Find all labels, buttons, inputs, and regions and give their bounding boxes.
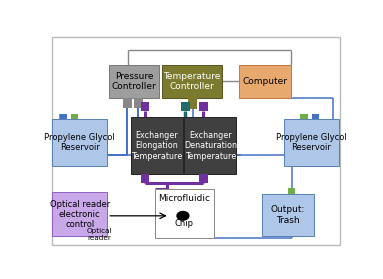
Text: Computer: Computer — [243, 77, 288, 86]
FancyBboxPatch shape — [185, 117, 236, 174]
FancyBboxPatch shape — [141, 174, 149, 183]
Text: Exchanger
Elongation
Temperature: Exchanger Elongation Temperature — [131, 131, 183, 161]
Text: Temperature
Controller: Temperature Controller — [163, 72, 221, 91]
Circle shape — [177, 211, 189, 220]
Text: Pressure
Controller: Pressure Controller — [111, 72, 156, 91]
FancyBboxPatch shape — [162, 65, 221, 98]
FancyBboxPatch shape — [109, 65, 159, 98]
Text: Chip: Chip — [175, 218, 194, 228]
FancyBboxPatch shape — [60, 114, 67, 119]
FancyBboxPatch shape — [52, 119, 107, 166]
FancyBboxPatch shape — [199, 102, 208, 111]
Text: Microfluidic: Microfluidic — [159, 194, 210, 203]
FancyBboxPatch shape — [239, 65, 291, 98]
Text: Propylene Glycol
Reservoir: Propylene Glycol Reservoir — [44, 133, 115, 152]
Text: Exchanger
Denaturation
Temperature: Exchanger Denaturation Temperature — [184, 131, 237, 161]
FancyBboxPatch shape — [123, 98, 132, 108]
FancyBboxPatch shape — [134, 98, 143, 108]
FancyBboxPatch shape — [155, 189, 214, 238]
FancyBboxPatch shape — [52, 37, 340, 245]
Text: Output:
Trash: Output: Trash — [270, 205, 305, 225]
FancyBboxPatch shape — [284, 119, 339, 166]
FancyBboxPatch shape — [288, 188, 295, 194]
FancyBboxPatch shape — [131, 117, 183, 174]
FancyBboxPatch shape — [180, 102, 190, 111]
FancyBboxPatch shape — [52, 193, 107, 237]
Text: Optical
reader: Optical reader — [86, 228, 112, 240]
FancyBboxPatch shape — [141, 102, 149, 111]
Text: Propylene Glycol
Reservoir: Propylene Glycol Reservoir — [276, 133, 347, 152]
FancyBboxPatch shape — [262, 194, 314, 237]
FancyBboxPatch shape — [312, 114, 319, 119]
FancyBboxPatch shape — [199, 174, 208, 183]
FancyBboxPatch shape — [71, 114, 79, 119]
Text: Optical reader
electronic
control: Optical reader electronic control — [50, 199, 110, 229]
FancyBboxPatch shape — [300, 114, 308, 119]
FancyBboxPatch shape — [188, 98, 197, 109]
